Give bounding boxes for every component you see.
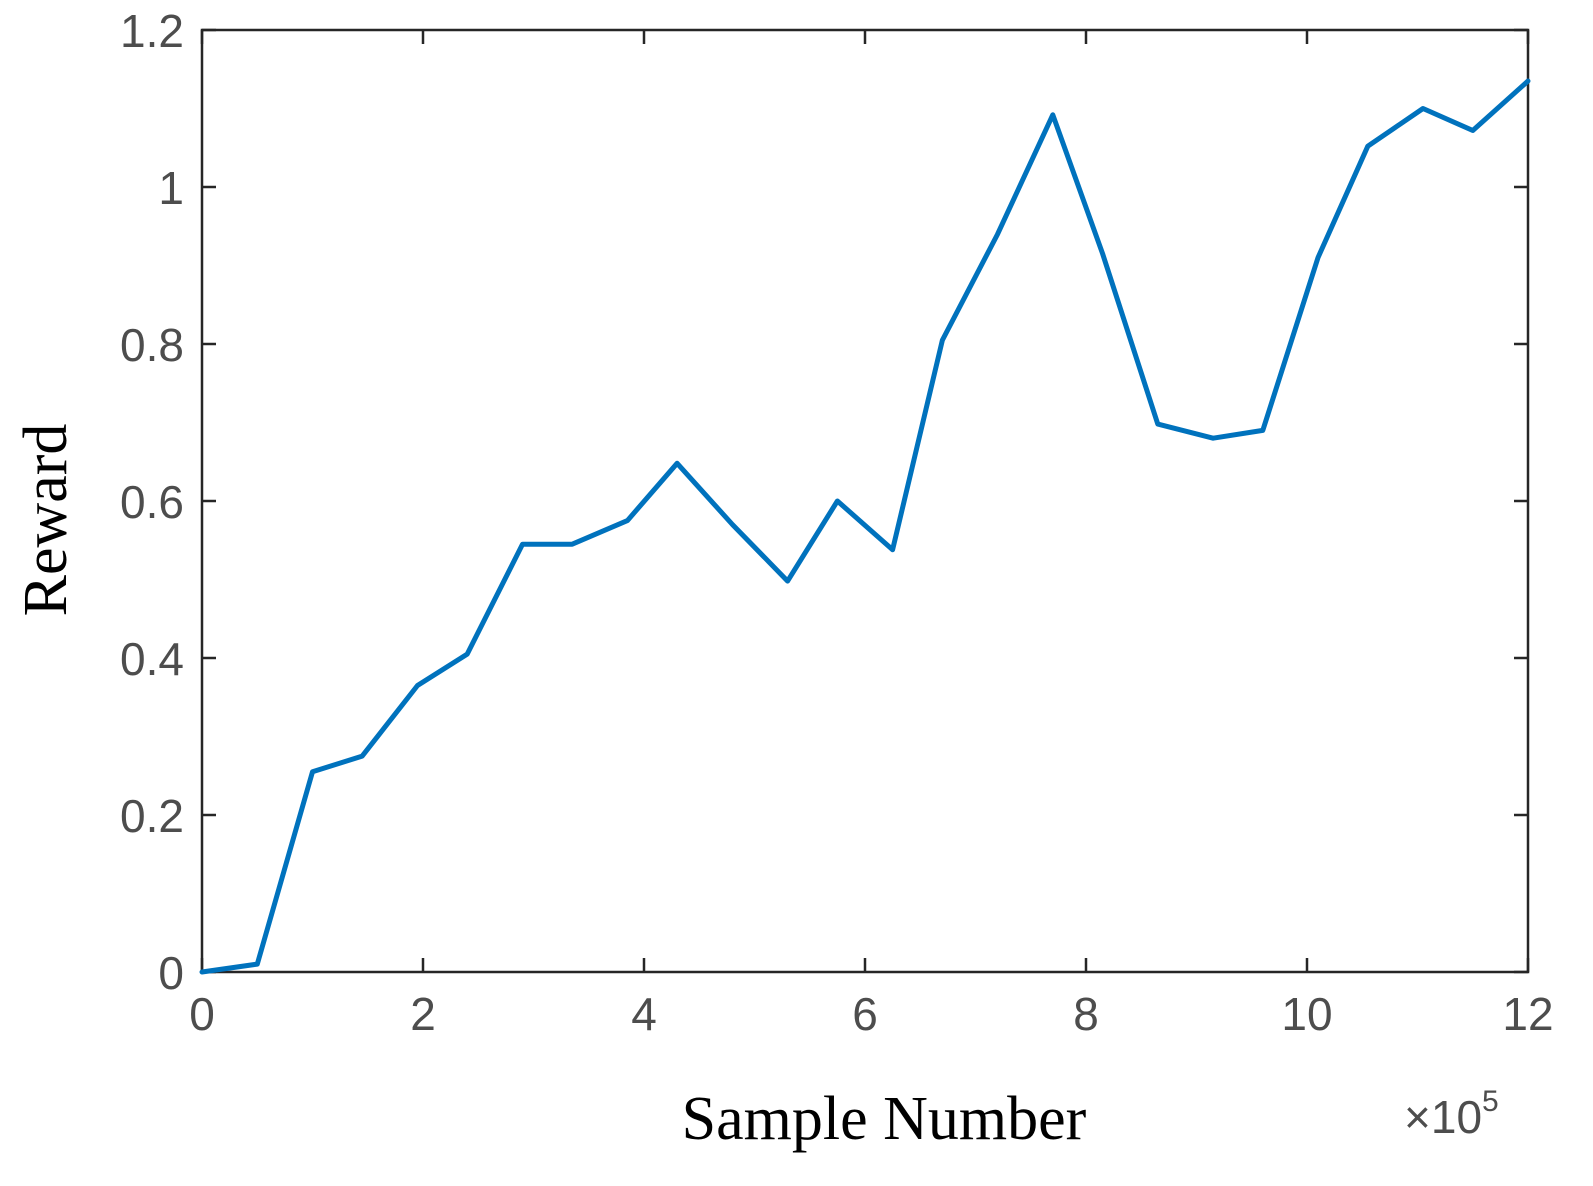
x-tick-label: 8 (1073, 988, 1099, 1040)
x-axis-multiplier-exponent: 5 (1482, 1085, 1499, 1118)
x-tick-label: 10 (1281, 988, 1332, 1040)
x-tick-label: 0 (189, 988, 215, 1040)
y-tick-label: 0.8 (120, 319, 184, 371)
y-tick-label: 1 (158, 162, 184, 214)
y-tick-label: 0.6 (120, 476, 184, 528)
x-tick-label: 2 (410, 988, 436, 1040)
x-axis-multiplier: ×105 (1404, 1085, 1499, 1143)
x-axis-title: Sample Number (682, 1085, 1087, 1153)
y-tick-label: 0 (158, 947, 184, 999)
plot-area (200, 28, 1530, 974)
y-tick-label: 1.2 (120, 5, 184, 57)
series-line-0 (199, 78, 1531, 975)
axis-ticks (200, 28, 1530, 974)
x-tick-label: 12 (1502, 988, 1553, 1040)
x-tick-label: 4 (631, 988, 657, 1040)
y-tick-label: 0.2 (120, 790, 184, 842)
x-tick-label: 6 (852, 988, 878, 1040)
y-axis-title: Reward (12, 424, 80, 617)
series-line-group (199, 78, 1531, 975)
tick-labels: 0 2 4 6 8 10 12 0 0.2 0.4 0.6 0.8 1 1.2 (120, 5, 1554, 1040)
x-axis-multiplier-base: ×10 (1404, 1091, 1482, 1143)
y-tick-label: 0.4 (120, 633, 184, 685)
